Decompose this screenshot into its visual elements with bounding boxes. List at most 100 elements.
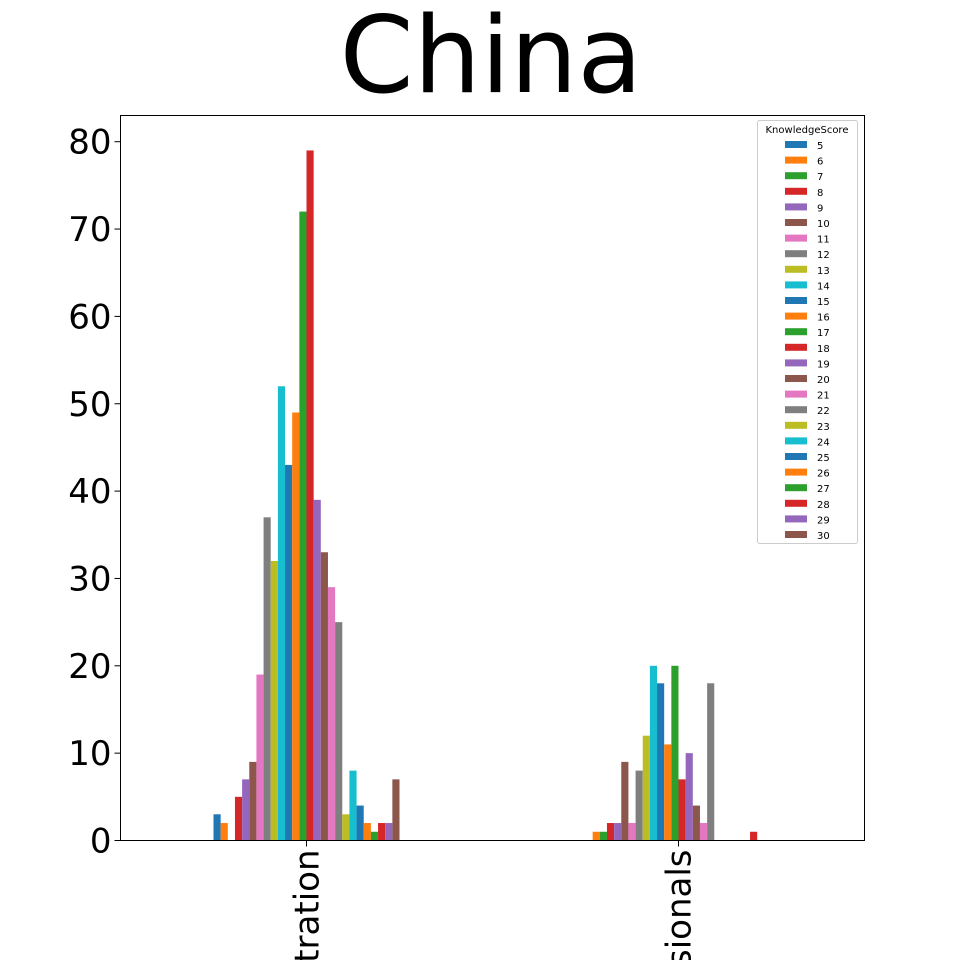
legend-label-25: 25	[817, 453, 830, 464]
legend-label-29: 29	[817, 515, 830, 526]
bar-28-0	[378, 823, 386, 841]
bar-29-0	[385, 823, 393, 841]
bar-19-1	[685, 753, 693, 841]
legend-label-15: 15	[817, 297, 830, 308]
legend-swatch-24	[785, 437, 807, 445]
chart-title: China	[340, 0, 643, 117]
legend-swatch-17	[785, 328, 807, 336]
legend-label-13: 13	[817, 266, 830, 277]
legend-swatch-5	[785, 141, 807, 148]
x-tick-label: tration	[288, 850, 328, 960]
bar-19-0	[313, 499, 321, 841]
bar-8-0	[234, 796, 243, 841]
y-tick-label: 20	[68, 647, 111, 687]
legend-label-19: 19	[817, 359, 830, 370]
legend-swatch-6	[785, 156, 807, 164]
legend-swatch-19	[785, 359, 807, 367]
legend-label-21: 21	[817, 391, 830, 402]
y-tick-label: 40	[68, 472, 111, 512]
legend-swatch-16	[785, 312, 807, 320]
legend-swatch-22	[785, 406, 807, 414]
bar-21-0	[327, 587, 336, 841]
bar-23-0	[342, 814, 350, 841]
bar-11-0	[256, 674, 264, 841]
legend-label-27: 27	[817, 484, 830, 495]
bar-22-1	[707, 683, 715, 841]
y-tick-label: 80	[68, 123, 111, 163]
legend-swatch-25	[785, 453, 807, 460]
legend-swatch-21	[785, 390, 807, 398]
bar-8-1	[606, 823, 615, 841]
legend-label-14: 14	[817, 281, 830, 292]
y-tick-label: 60	[68, 297, 111, 337]
bar-26-0	[363, 823, 371, 841]
legend-swatch-30	[785, 531, 807, 538]
legend-swatch-10	[785, 219, 807, 226]
bar-6-0	[220, 823, 228, 841]
x-tick-label: sionals	[660, 850, 700, 960]
legend-label-20: 20	[817, 375, 830, 386]
legend-swatch-27	[785, 484, 807, 492]
legend-label-6: 6	[817, 157, 823, 168]
legend-label-18: 18	[817, 344, 830, 355]
bar-9-1	[614, 823, 622, 841]
legend-label-9: 9	[817, 203, 823, 214]
legend-swatch-26	[785, 468, 807, 476]
legend-swatch-12	[785, 250, 807, 258]
legend-swatch-11	[785, 234, 807, 242]
bar-17-0	[299, 211, 307, 841]
bar-10-1	[621, 761, 629, 841]
legend-label-22: 22	[817, 406, 830, 417]
legend-swatch-20	[785, 375, 807, 382]
bar-15-0	[285, 464, 293, 841]
legend-label-30: 30	[817, 531, 830, 542]
bar-7-1	[599, 831, 607, 841]
legend-label-7: 7	[817, 172, 823, 183]
legend-swatch-14	[785, 281, 807, 289]
bar-13-1	[642, 735, 650, 841]
legend-label-28: 28	[817, 500, 830, 511]
bar-20-0	[320, 552, 328, 841]
y-tick-label: 10	[68, 734, 111, 774]
bar-24-0	[349, 770, 357, 841]
plot-frame	[120, 115, 865, 841]
legend-label-24: 24	[817, 437, 830, 448]
y-axis: 0 10 20 30 40 50 60 70 80	[68, 123, 121, 862]
y-tick-label: 50	[68, 385, 111, 425]
bar-20-1	[692, 805, 700, 841]
legend-label-11: 11	[817, 235, 830, 246]
y-tick-label: 0	[90, 822, 112, 862]
legend-swatch-18	[785, 343, 807, 351]
bar-13-0	[270, 560, 278, 841]
bar-25-0	[356, 805, 364, 841]
y-tick-label: 30	[68, 559, 111, 599]
bar-22-0	[335, 622, 343, 841]
legend-box	[757, 120, 858, 544]
bar-30-0	[392, 779, 400, 841]
bar-21-1	[699, 823, 708, 841]
legend-label-10: 10	[817, 219, 830, 230]
bar-17-1	[671, 665, 679, 841]
legend-items: 5 6 7 8 9 10 11 12 13 14 15 16 17 18 19 20 21 22 23 24 25 26 2…	[785, 141, 830, 542]
bar-15-1	[657, 683, 665, 841]
bar-12-0	[263, 517, 271, 841]
bar-18-0	[306, 150, 314, 841]
legend-label-16: 16	[817, 313, 830, 324]
legend-label-8: 8	[817, 188, 823, 199]
legend-label-26: 26	[817, 469, 830, 480]
bar-18-1	[678, 779, 686, 841]
legend-title: KnowledgeScore	[766, 125, 849, 136]
legend-swatch-15	[785, 297, 807, 304]
legend-label-5: 5	[817, 141, 823, 152]
legend-label-23: 23	[817, 422, 830, 433]
legend: KnowledgeScore 5 6 7 8 9 10 11 12 13 14 15 16 17 18 19…	[757, 120, 858, 544]
bars-group	[213, 150, 758, 841]
bar-9-0	[242, 779, 250, 841]
legend-swatch-28	[785, 499, 807, 507]
legend-swatch-29	[785, 515, 807, 523]
bar-16-1	[664, 744, 672, 841]
y-tick-label: 70	[68, 210, 111, 250]
legend-label-12: 12	[817, 250, 830, 261]
legend-label-17: 17	[817, 328, 830, 339]
